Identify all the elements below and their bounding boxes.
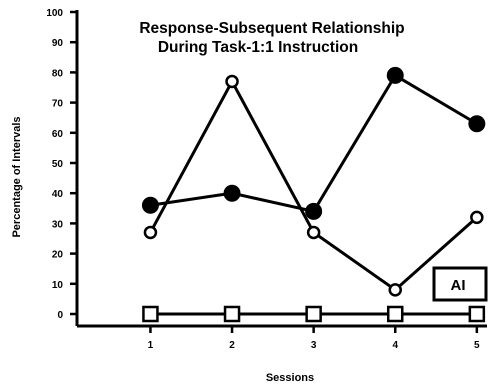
series-3-point <box>305 305 322 323</box>
legend-box-frame <box>432 266 488 302</box>
series-3-point <box>468 305 486 323</box>
y-tick-label: 100 <box>46 8 63 19</box>
chart-subtitle: During Task-1:1 Instruction <box>158 39 358 56</box>
legend-box-label: AI <box>451 277 466 294</box>
x-tick-label: 2 <box>229 340 235 351</box>
series-1-point <box>141 196 159 214</box>
series-layer <box>141 66 486 323</box>
y-tick-label: 70 <box>52 99 64 110</box>
x-tick-label: 5 <box>474 340 480 351</box>
series-1-point <box>386 66 404 84</box>
y-axis-label: Percentage of Intervals <box>11 116 23 237</box>
y-tick-label: 80 <box>52 68 64 79</box>
tick-labels: 0 10 20 30 40 50 60 70 80 90 100 1 2 3 4 5 <box>46 8 480 351</box>
y-tick-label: 10 <box>52 280 64 291</box>
x-tick-label: 3 <box>311 340 317 351</box>
y-tick-label: 20 <box>52 250 64 261</box>
series-2-point <box>388 283 402 297</box>
series-3-point <box>223 305 241 323</box>
series-2-line <box>149 78 478 292</box>
legend-box: AI <box>432 266 488 302</box>
series-2-point <box>306 225 321 240</box>
y-tick-label: 30 <box>52 219 64 230</box>
x-tick-label: 4 <box>392 340 398 351</box>
y-tick-label: 90 <box>52 38 64 49</box>
series-1-point <box>305 202 323 220</box>
x-axis-label: Sessions <box>266 372 314 384</box>
series-1-point <box>223 184 241 202</box>
axes <box>70 10 487 333</box>
series-2-point <box>143 225 158 240</box>
x-tick-label: 1 <box>148 340 154 351</box>
series-1-point <box>468 115 486 133</box>
series-2-point <box>225 74 239 89</box>
series-3-point <box>386 305 404 323</box>
y-tick-label: 50 <box>52 159 64 170</box>
y-tick-label: 40 <box>52 189 64 200</box>
y-tick-label: 0 <box>57 310 63 321</box>
series-2-point <box>470 210 484 225</box>
y-tick-label: 60 <box>52 129 64 140</box>
series-3-point <box>142 305 159 323</box>
chart-title: Response-Subsequent Relationship <box>139 20 404 37</box>
